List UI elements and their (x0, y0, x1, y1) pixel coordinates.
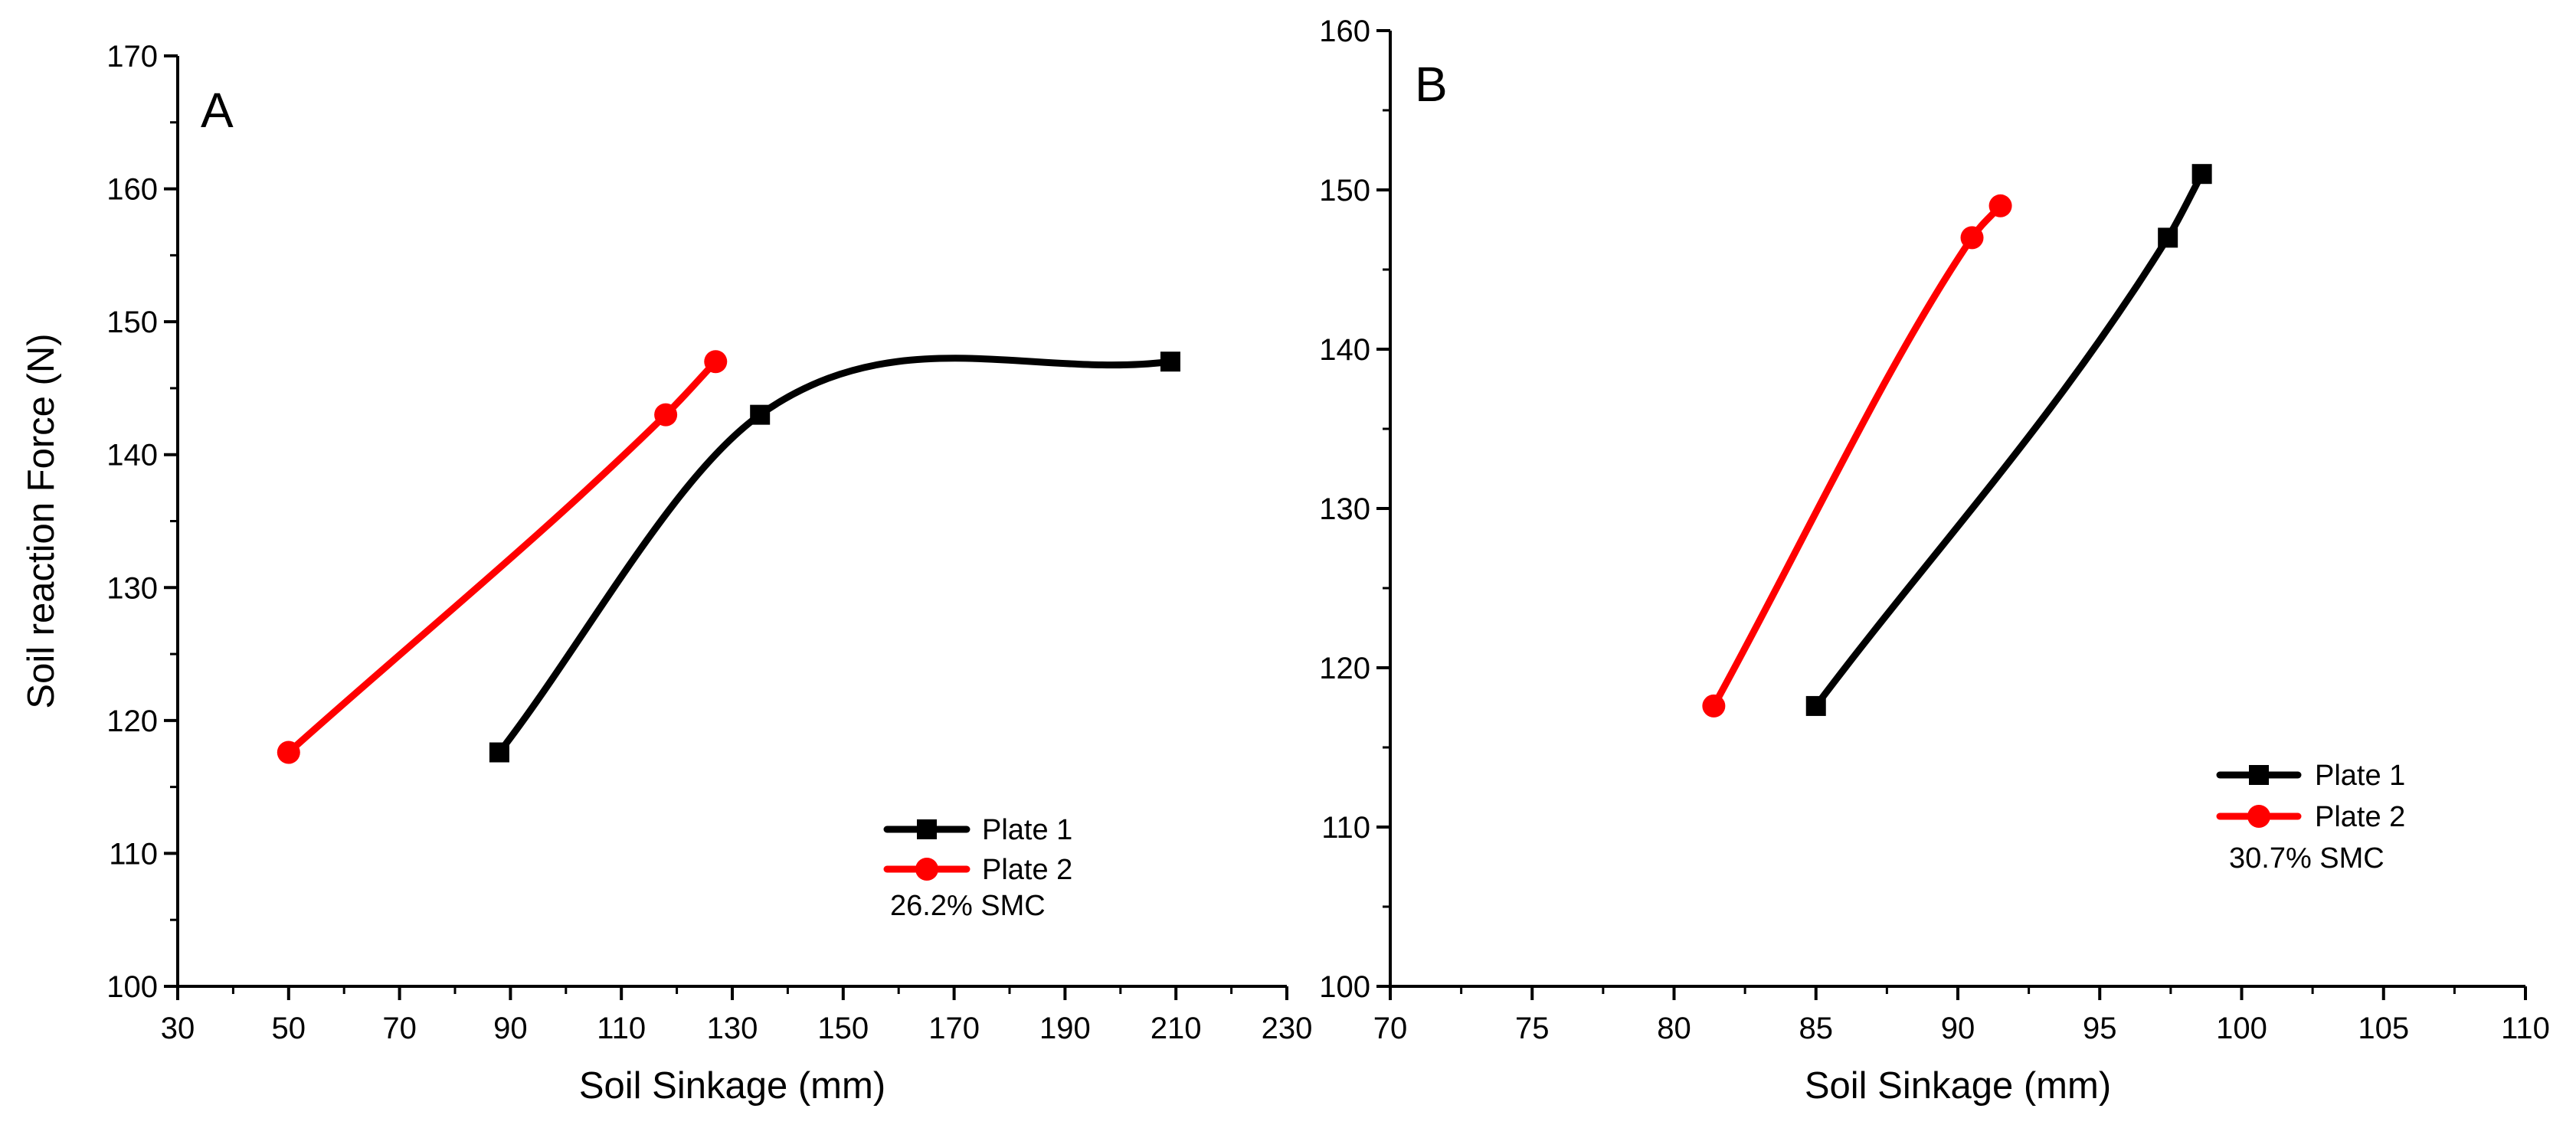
chart-panel-b: 70 75 80 85 90 95 100 105 110 100 110 120 130 140 150 1… (1319, 15, 2550, 1107)
x-tick-label: 80 (1657, 1012, 1691, 1045)
x-tick-label: 70 (382, 1012, 417, 1045)
x-tick-label: 50 (272, 1012, 306, 1045)
y-tick-label: 110 (1321, 811, 1370, 845)
legend-marker (2247, 805, 2270, 828)
x-tick-label: 190 (1039, 1012, 1091, 1045)
data-point-marker (1702, 694, 1726, 718)
y-tick-label: 100 (1319, 970, 1370, 1004)
legend-label: Plate 2 (2315, 801, 2405, 833)
x-tick-label: 150 (817, 1012, 869, 1045)
y-tick-label: 150 (106, 306, 158, 339)
data-point-marker (277, 741, 300, 764)
x-tick-label: 130 (707, 1012, 758, 1045)
x-tick-label: 95 (2083, 1012, 2117, 1045)
series-line-2 (1710, 202, 2005, 710)
legend-marker (2249, 765, 2269, 785)
y-tick-label: 110 (109, 837, 158, 871)
y-tick-label: 100 (106, 970, 158, 1004)
data-point-marker (2191, 164, 2212, 185)
y-tick-label: 140 (1319, 333, 1370, 367)
x-axis-title: Soil Sinkage (mm) (1805, 1065, 2111, 1107)
y-tick-label: 170 (106, 40, 158, 74)
x-tick-label: 85 (1799, 1012, 1834, 1045)
x-tick-label: 110 (597, 1012, 646, 1045)
y-tick-label: 130 (106, 571, 158, 605)
x-tick-label: 90 (493, 1012, 528, 1045)
x-tick-label: 210 (1151, 1012, 1202, 1045)
panel-label: B (1415, 57, 1448, 112)
series-line-2 (285, 358, 719, 757)
y-axis-title: Soil reaction Force (N) (21, 333, 62, 708)
legend-label: Plate 2 (982, 854, 1072, 886)
legend-marker (917, 819, 937, 839)
panel-label: A (201, 83, 234, 138)
x-tick-label: 100 (2216, 1012, 2267, 1045)
data-point-marker (1160, 351, 1180, 372)
series-line-1 (496, 355, 1174, 757)
x-tick-label: 90 (1941, 1012, 1975, 1045)
smc-annotation: 30.7% SMC (2229, 842, 2385, 875)
data-point-marker (1988, 194, 2012, 217)
y-tick-label: 120 (106, 705, 158, 738)
data-point-marker (489, 742, 509, 763)
x-tick-label: 105 (2358, 1012, 2409, 1045)
legend-label: Plate 1 (2315, 760, 2405, 792)
x-axis-title: Soil Sinkage (mm) (579, 1065, 885, 1107)
chart-panel-a: 30 50 70 90 110 130 150 170 190 210 230 100 110 120 13… (21, 40, 1312, 1107)
smc-annotation: 26.2% SMC (890, 890, 1046, 922)
data-point-marker (1805, 695, 1826, 716)
y-tick-label: 160 (106, 173, 158, 207)
y-tick-label: 130 (1319, 492, 1370, 526)
legend-label: Plate 1 (982, 814, 1072, 846)
x-tick-label: 230 (1262, 1012, 1313, 1045)
data-point-marker (1960, 226, 1984, 250)
series-line-1 (1812, 170, 2206, 710)
y-tick-label: 140 (106, 439, 158, 472)
x-tick-label: 70 (1373, 1012, 1408, 1045)
y-tick-label: 160 (1319, 15, 1370, 48)
x-tick-label: 75 (1515, 1012, 1550, 1045)
data-point-marker (654, 403, 678, 427)
x-tick-label: 170 (928, 1012, 980, 1045)
x-tick-label: 110 (2501, 1012, 2550, 1045)
data-point-marker (704, 350, 728, 374)
x-tick-label: 30 (161, 1012, 195, 1045)
y-tick-label: 120 (1319, 652, 1370, 685)
data-point-marker (2158, 227, 2178, 248)
y-tick-label: 150 (1319, 174, 1370, 208)
legend-marker (915, 858, 938, 881)
data-point-marker (750, 404, 771, 425)
